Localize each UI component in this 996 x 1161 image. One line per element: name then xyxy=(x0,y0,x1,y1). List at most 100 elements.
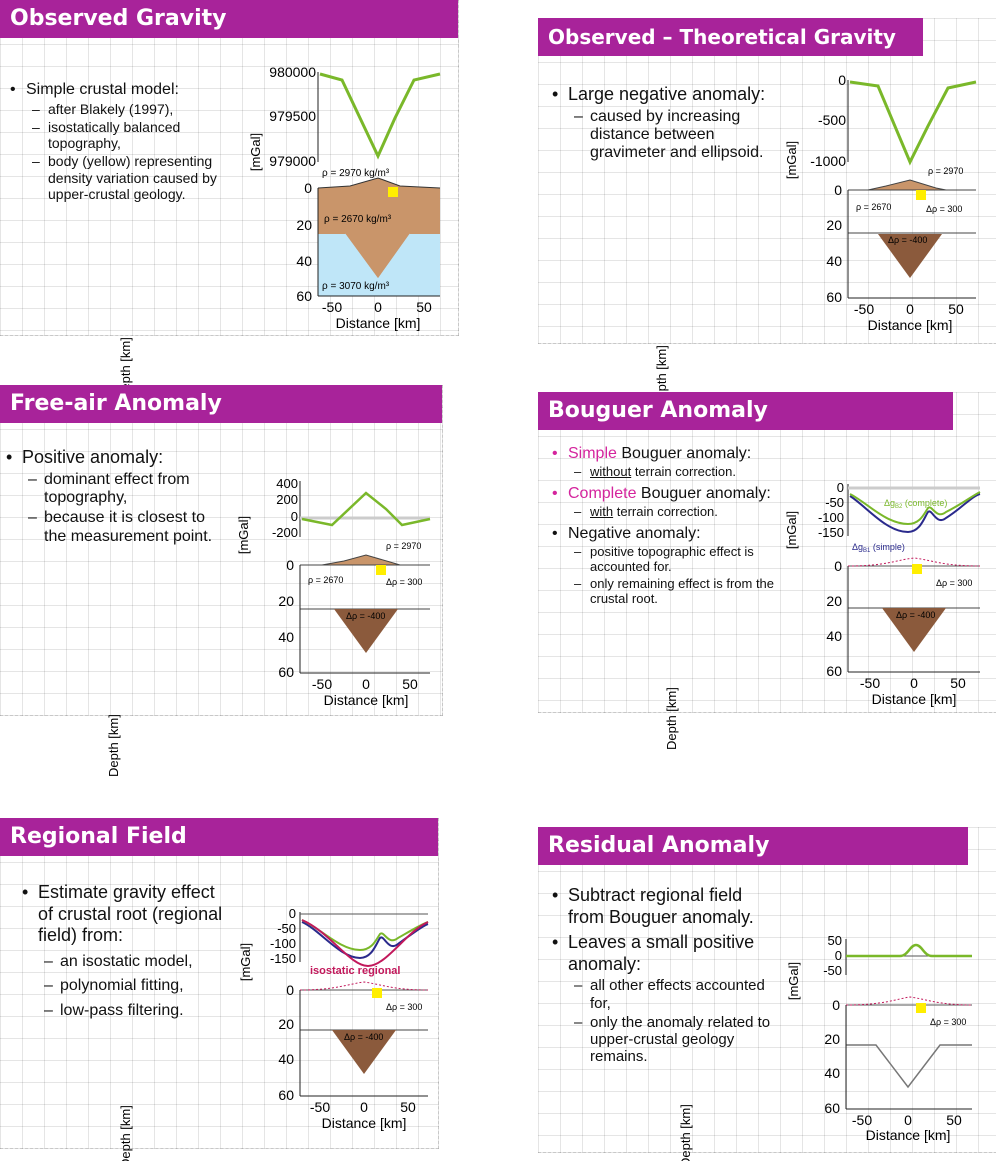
x-tick: 50 xyxy=(948,301,964,317)
tick-label: -150 xyxy=(818,525,844,540)
rho-crust-label: ρ = 2670 xyxy=(308,575,343,585)
depth-tick: 20 xyxy=(826,217,842,233)
bullet: Estimate gravity effect of crustal root … xyxy=(20,882,230,1020)
sub-bullet: all other effects accounted for, xyxy=(568,977,780,1012)
topography xyxy=(317,177,441,189)
gravity-model-figure: [mGal] 400 200 0 -200 ρ = 2970 ρ = 2670 … xyxy=(106,476,431,777)
bullet-text: Negative anomaly: xyxy=(568,525,701,543)
tick-label: 0 xyxy=(837,480,844,495)
depth-tick: 60 xyxy=(826,663,842,679)
depth-tick: 60 xyxy=(278,664,294,680)
bullet-text: Estimate gravity effect of crustal root … xyxy=(38,882,223,946)
drho-root-label: Δρ = -400 xyxy=(344,1032,383,1042)
sub-bullet: only remaining effect is from the crusta… xyxy=(568,576,785,607)
tick-label: -50 xyxy=(825,495,844,510)
sub-bullet: with terrain correction. xyxy=(568,504,785,520)
complete-label: ΔgB2 (complete) xyxy=(884,498,947,510)
density-body xyxy=(376,565,386,575)
xlabel: Distance [km] xyxy=(872,691,957,707)
bullet: Simple Bouguer anomaly: without terrain … xyxy=(550,444,785,480)
depth-tick: 60 xyxy=(824,1100,840,1116)
drho-root-label: Δρ = -400 xyxy=(896,610,935,620)
bullet-text: Bouguer anomaly: xyxy=(616,445,752,462)
slide-text: Simple crustal model: after Blakely (199… xyxy=(8,80,238,206)
gravity-model-figure: [mGal] 980000 979500 979000 ρ = 2970 kg/… xyxy=(118,64,441,400)
sub-bullet: positive topographic effect is accounted… xyxy=(568,544,785,575)
drho-body-label: Δρ = 300 xyxy=(386,577,422,587)
gravity-ylabel: [mGal] xyxy=(784,511,799,549)
tick-label: 979500 xyxy=(269,108,316,124)
depth-ylabel: Depth [km] xyxy=(678,1104,693,1161)
gravity-ylabel: [mGal] xyxy=(248,133,263,171)
drho-root-label: Δρ = -400 xyxy=(888,235,927,245)
tick-label: -150 xyxy=(270,951,296,966)
depth-tick: 0 xyxy=(304,180,312,196)
sub-bullet: caused by increasing distance between gr… xyxy=(568,108,775,163)
simple-bouguer-curve xyxy=(849,493,981,534)
slide-observed-theoretical: Observed – Theoretical Gravity Large neg… xyxy=(538,18,996,408)
isostatic-label: isostatic regional xyxy=(310,965,400,977)
rho-crust-label: ρ = 2670 xyxy=(856,202,891,212)
depth-tick: 40 xyxy=(278,629,294,645)
bullet: Leaves a small positive anomaly: all oth… xyxy=(550,932,780,1065)
density-body xyxy=(916,1003,926,1013)
crust-layer xyxy=(318,188,440,233)
x-tick: -50 xyxy=(322,299,342,315)
slide-title: Free-air Anomaly xyxy=(0,385,442,423)
slide-observed-gravity: Observed Gravity Simple crustal model: a… xyxy=(0,0,459,400)
tick-label: 50 xyxy=(828,933,842,948)
sub-bullet: dominant effect from topography, xyxy=(22,471,229,508)
depth-tick: 20 xyxy=(296,217,312,233)
sub-bullet: body (yellow) representing density varia… xyxy=(26,153,238,201)
bullet: Large negative anomaly: caused by increa… xyxy=(550,84,775,163)
bullet-text: Subtract regional field from Bouguer ano… xyxy=(568,885,754,927)
drho-body-label: Δρ = 300 xyxy=(930,1017,966,1027)
x-tick: 0 xyxy=(360,1099,368,1115)
sub-bullet: isostatically balanced topography, xyxy=(26,119,238,151)
xlabel: Distance [km] xyxy=(324,692,409,708)
rho-topo-label: ρ = 2970 xyxy=(386,541,421,551)
sub-bullet: an isostatic model, xyxy=(38,953,230,972)
depth-tick: 40 xyxy=(826,253,842,269)
bullet-text: Positive anomaly: xyxy=(22,447,164,467)
tick-label: -50 xyxy=(823,963,842,978)
depth-tick: 0 xyxy=(834,182,842,198)
slide-text: Simple Bouguer anomaly: without terrain … xyxy=(550,444,785,611)
x-tick: 50 xyxy=(402,676,418,692)
tick-label: 200 xyxy=(276,492,298,507)
slide-title: Residual Anomaly xyxy=(538,827,968,865)
tick-label: 0 xyxy=(838,72,846,88)
crustal-root xyxy=(878,234,942,278)
rho-crust-label: ρ = 2670 kg/m³ xyxy=(324,214,392,225)
bullet: Positive anomaly: dominant effect from t… xyxy=(4,447,229,546)
topography xyxy=(321,554,401,566)
slide-text: Subtract regional field from Bouguer ano… xyxy=(550,885,780,1070)
depth-tick: 40 xyxy=(278,1051,294,1067)
topography xyxy=(867,179,947,191)
bullet-highlight: Complete xyxy=(568,485,637,503)
tick-label: -1000 xyxy=(810,153,846,169)
depth-tick: 40 xyxy=(824,1065,840,1081)
depth-tick: 0 xyxy=(834,558,842,574)
tick-label: 0 xyxy=(291,509,298,524)
tick-label: -100 xyxy=(270,936,296,951)
crustal-root xyxy=(332,1030,396,1074)
depth-tick: 60 xyxy=(278,1087,294,1103)
tick-label: -500 xyxy=(818,112,846,128)
crustal-root xyxy=(334,609,398,653)
residual-curve xyxy=(846,943,972,958)
slide-bouguer: Bouguer Anomaly Simple Bouguer anomaly: … xyxy=(538,392,996,750)
x-tick: 50 xyxy=(946,1112,962,1128)
xlabel: Distance [km] xyxy=(868,317,953,333)
xlabel: Distance [km] xyxy=(322,1115,407,1131)
x-tick: 0 xyxy=(362,676,370,692)
density-body xyxy=(372,988,382,998)
xlabel: Distance [km] xyxy=(866,1127,951,1143)
bullet-highlight: Simple xyxy=(568,445,617,462)
isostatic-regional-curve xyxy=(301,919,429,968)
depth-ylabel: Depth [km] xyxy=(664,687,679,750)
x-tick: -50 xyxy=(310,1099,330,1115)
x-tick: -50 xyxy=(860,675,880,691)
x-tick: 0 xyxy=(374,299,382,315)
tick-label: -50 xyxy=(277,921,296,936)
